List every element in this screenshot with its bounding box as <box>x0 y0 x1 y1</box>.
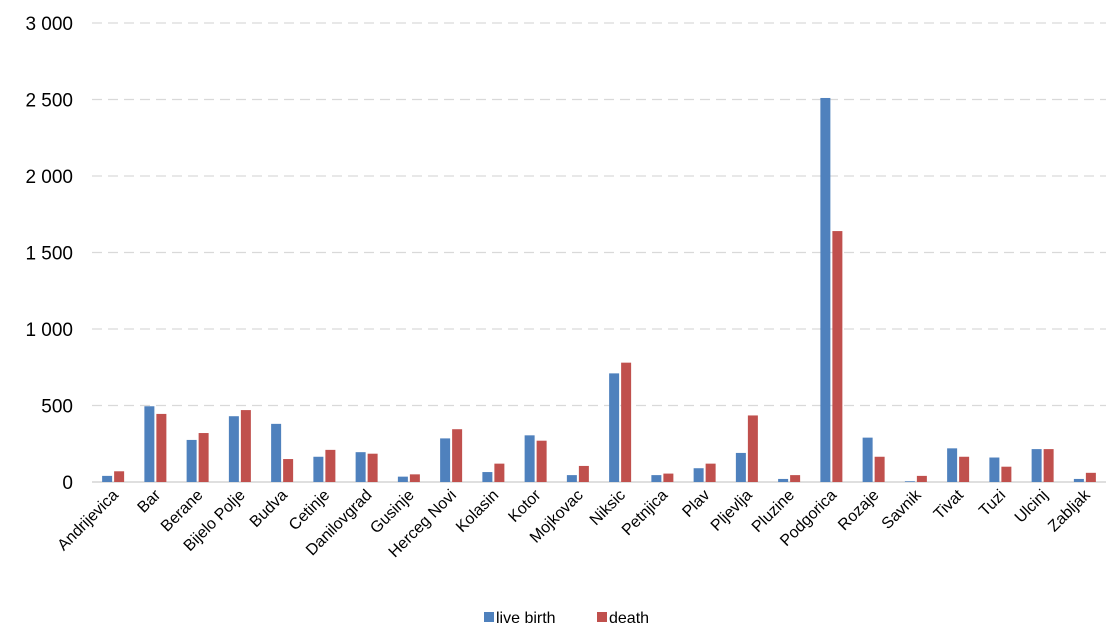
bar-death <box>916 475 927 482</box>
bar-live-birth <box>355 452 366 482</box>
legend-swatch-live-birth <box>484 612 494 622</box>
legend-label-death: death <box>609 610 649 627</box>
bar-live-birth <box>102 475 113 482</box>
bar-death <box>705 463 716 482</box>
bar-live-birth <box>566 475 577 482</box>
x-tick-label: Bar <box>135 486 165 516</box>
bar-death <box>874 456 885 482</box>
y-tick-label: 1 500 <box>25 244 73 265</box>
x-tick-label: Petnjica <box>619 487 671 539</box>
bar-live-birth <box>862 437 873 482</box>
x-tick-label: Kotor <box>505 486 545 526</box>
bar-live-birth <box>693 468 704 482</box>
bar-live-birth <box>989 457 1000 482</box>
bars <box>102 97 1096 482</box>
bar-death <box>621 362 632 482</box>
y-tick-label: 1 000 <box>25 320 73 341</box>
bar-death <box>959 456 970 482</box>
legend-swatch-death <box>597 612 607 622</box>
legend: live birth death <box>484 610 649 627</box>
bar-live-birth <box>820 97 831 482</box>
bar-death <box>240 410 251 482</box>
y-tick-label: 500 <box>41 397 73 418</box>
bar-death <box>536 440 547 482</box>
bar-live-birth <box>1073 478 1084 482</box>
bar-live-birth <box>609 373 620 482</box>
x-tick-label: Plav <box>679 487 713 521</box>
bar-live-birth <box>186 439 197 482</box>
y-axis: 0 500 1 000 1 500 2 000 2 500 3 000 <box>25 14 73 494</box>
bar-death <box>367 453 378 482</box>
bar-death <box>494 463 505 482</box>
x-tick-label: Budva <box>247 487 291 531</box>
bar-death <box>1085 472 1096 482</box>
bar-live-birth <box>271 423 282 482</box>
bar-death <box>832 231 843 482</box>
bar-live-birth <box>1031 449 1042 482</box>
x-tick-label: Tivat <box>931 486 968 523</box>
x-tick-label: Rozaje <box>835 487 882 534</box>
bar-death <box>747 415 758 482</box>
x-tick-label: Pljevlja <box>708 487 756 535</box>
bar-live-birth <box>904 481 915 482</box>
bar-death <box>663 473 674 482</box>
x-tick-label: Ulcinj <box>1012 487 1052 527</box>
bar-live-birth <box>735 452 746 482</box>
x-tick-label: Tuzi <box>976 487 1009 520</box>
x-tick-label: Kolasin <box>453 487 502 536</box>
bar-death <box>452 429 463 482</box>
bar-death <box>578 465 589 482</box>
y-tick-label: 2 500 <box>25 91 73 112</box>
y-tick-label: 2 000 <box>25 167 73 188</box>
bar-live-birth <box>778 478 789 482</box>
bar-live-birth <box>947 448 958 482</box>
bar-death <box>325 449 336 482</box>
x-tick-label: Zabljak <box>1045 486 1094 535</box>
y-tick-label: 0 <box>62 473 73 494</box>
bar-live-birth <box>397 476 408 482</box>
bar-live-birth <box>313 456 324 482</box>
bar-death <box>283 459 294 482</box>
bar-death <box>114 471 125 482</box>
bar-live-birth <box>144 406 155 482</box>
bar-live-birth <box>228 416 239 482</box>
bar-live-birth <box>482 472 493 482</box>
x-tick-label: Savnik <box>879 486 926 533</box>
bar-live-birth <box>440 438 451 482</box>
bar-death <box>409 474 420 482</box>
x-tick-label: Andrijevica <box>55 487 122 554</box>
legend-label-live-birth: live birth <box>496 610 556 627</box>
bar-live-birth <box>651 475 662 482</box>
bar-death <box>198 433 209 482</box>
bar-death <box>1043 449 1054 482</box>
bar-live-birth <box>524 435 535 482</box>
y-tick-label: 3 000 <box>25 14 73 35</box>
bar-death <box>156 413 167 482</box>
gridlines <box>92 22 1106 483</box>
bar-death <box>790 475 801 482</box>
bar-death <box>1001 466 1012 482</box>
